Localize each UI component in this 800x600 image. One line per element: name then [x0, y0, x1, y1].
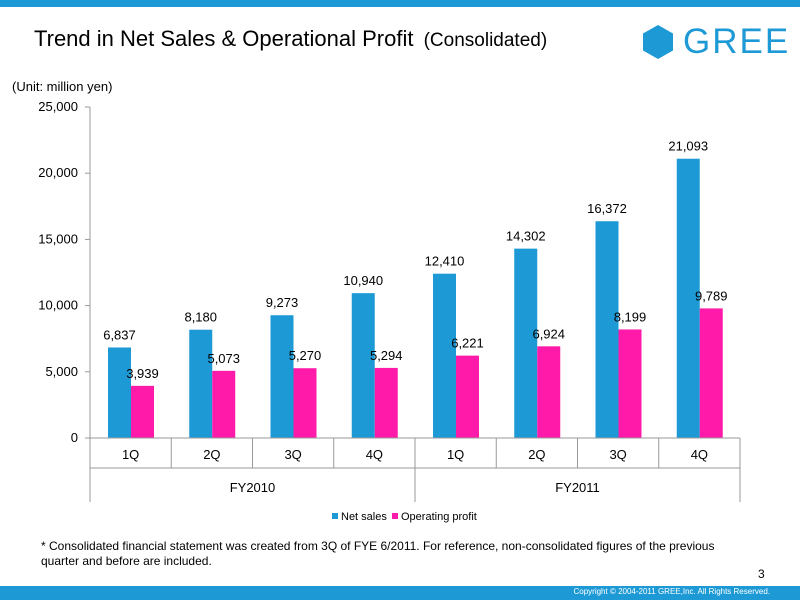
net-sales-bar: [595, 221, 619, 438]
y-tick-label: 20,000: [38, 165, 78, 180]
operating-profit-bar: [699, 308, 723, 438]
legend-swatch-net-sales: [332, 513, 338, 519]
net-sales-bar: [351, 293, 375, 438]
legend-label-net-sales: Net sales: [341, 511, 387, 523]
operating-profit-bar: [212, 370, 236, 438]
category-label: 3Q: [284, 447, 301, 462]
page-title-suffix: (Consolidated): [423, 30, 548, 51]
category-label: 1Q: [122, 447, 139, 462]
y-tick-label: 10,000: [38, 298, 78, 313]
net-sales-label: 8,180: [184, 310, 217, 325]
net-sales-label: 16,372: [587, 201, 627, 216]
y-tick-label: 25,000: [38, 99, 78, 114]
hexagon-icon: [643, 25, 673, 59]
operating-profit-label: 3,939: [126, 366, 159, 381]
group-label: FY2011: [555, 480, 600, 495]
net-sales-bar: [676, 158, 700, 438]
category-label: 2Q: [528, 447, 545, 462]
operating-profit-label: 6,924: [532, 326, 565, 341]
page-title: Trend in Net Sales & Operational Profit …: [34, 26, 547, 52]
operating-profit-label: 5,294: [370, 348, 403, 363]
logo-text: GREE: [683, 22, 791, 61]
legend-swatch-operating-profit: [392, 513, 398, 519]
top-accent-bar: [0, 0, 800, 7]
net-sales-bar: [433, 273, 456, 438]
group-label: FY2010: [230, 480, 276, 495]
operating-profit-label: 9,789: [695, 288, 728, 303]
net-sales-bar: [514, 248, 538, 438]
category-label: 4Q: [366, 447, 383, 462]
category-label: 3Q: [609, 447, 626, 462]
operating-profit-bar: [456, 355, 479, 438]
net-sales-bar: [270, 315, 294, 438]
operating-profit-label: 6,221: [451, 336, 484, 351]
operating-profit-bar: [131, 385, 154, 438]
copyright-text: Copyright © 2004-2011 GREE,Inc. All Righ…: [573, 587, 770, 596]
page-number: 3: [758, 567, 765, 581]
operating-profit-bar: [618, 329, 642, 438]
net-sales-label: 14,302: [506, 229, 546, 244]
category-label: 4Q: [691, 447, 708, 462]
y-tick-label: 0: [71, 430, 78, 445]
operating-profit-label: 5,073: [207, 351, 240, 366]
footnote: * Consolidated financial statement was c…: [41, 539, 715, 568]
unit-label: (Unit: million yen): [12, 79, 113, 94]
operating-profit-label: 5,270: [289, 348, 322, 363]
operating-profit-label: 8,199: [614, 309, 647, 324]
gree-logo: GREE: [641, 22, 788, 62]
sales-profit-chart: 25,000 20,000 15,000 10,000 5,000 0 6,837 8,180…: [38, 99, 741, 523]
operating-profit-bar: [537, 346, 561, 438]
page-title-main: Trend in Net Sales & Operational Profit: [34, 26, 414, 51]
net-sales-label: 21,093: [668, 139, 708, 154]
y-tick-label: 5,000: [45, 364, 78, 379]
net-sales-label: 6,837: [103, 327, 136, 342]
legend-label-operating-profit: Operating profit: [401, 511, 477, 523]
bottom-bar: Copyright © 2004-2011 GREE,Inc. All Righ…: [0, 586, 800, 600]
operating-profit-bar: [293, 368, 317, 438]
net-sales-label: 9,273: [266, 295, 299, 310]
net-sales-bar: [189, 329, 213, 438]
category-label: 2Q: [203, 447, 220, 462]
net-sales-label: 12,410: [425, 254, 465, 269]
y-tick-label: 15,000: [38, 231, 78, 246]
category-label: 1Q: [447, 447, 464, 462]
operating-profit-bar: [374, 367, 398, 438]
net-sales-label: 10,940: [343, 273, 383, 288]
net-sales-bar: [108, 347, 131, 438]
